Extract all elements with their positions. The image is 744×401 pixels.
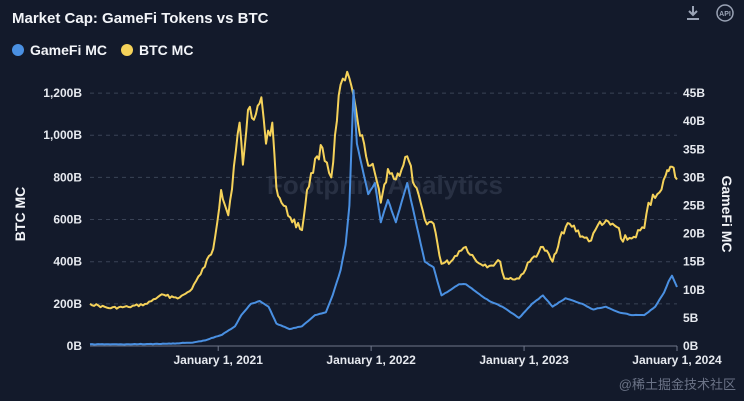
y-tick-label-right: 10B xyxy=(683,283,705,297)
y-tick-label-right: 20B xyxy=(683,227,705,241)
y-tick-label-left: 800B xyxy=(53,170,82,184)
y-tick-label-right: 45B xyxy=(683,86,705,100)
y-tick-label-left: 0B xyxy=(67,339,83,353)
legend: GameFi MC BTC MC xyxy=(12,42,193,58)
legend-label-gamefi: GameFi MC xyxy=(30,42,108,58)
legend-item-btc[interactable]: BTC MC xyxy=(121,42,193,58)
api-icon[interactable]: API xyxy=(716,4,734,22)
y-tick-label-right: 35B xyxy=(683,142,705,156)
y-tick-label-right: 0B xyxy=(683,339,699,353)
legend-dot-btc xyxy=(121,44,134,56)
toolbar-icons: API xyxy=(684,4,734,22)
y-tick-label-right: 5B xyxy=(683,311,699,325)
y-tick-label-right: 25B xyxy=(683,198,705,212)
series-gamefi-mc xyxy=(89,89,678,346)
axes: 0B 200B 400B 600B 800B 1,000B 1,200B 0B 5B 10B 15B… xyxy=(43,86,722,367)
legend-item-gamefi[interactable]: GameFi MC xyxy=(12,42,107,58)
x-tick-label: January 1, 2023 xyxy=(479,353,569,367)
y-axis-label-left: BTC MC xyxy=(12,187,28,241)
legend-label-btc: BTC MC xyxy=(139,42,194,58)
y-tick-label-left: 400B xyxy=(53,255,82,269)
x-tick-label: January 1, 2024 xyxy=(632,353,722,367)
download-icon[interactable] xyxy=(684,4,702,22)
series-btc-mc xyxy=(89,70,678,310)
y-tick-label-left: 1,200B xyxy=(43,86,82,100)
y-tick-label-left: 1,000B xyxy=(43,128,82,142)
x-tick-label: January 1, 2022 xyxy=(326,353,416,367)
series-line xyxy=(89,70,678,310)
legend-dot-gamefi xyxy=(12,44,24,56)
gridlines xyxy=(90,92,677,347)
corner-watermark: @稀土掘金技术社区 xyxy=(618,377,736,392)
x-tick-label: January 1, 2021 xyxy=(174,353,264,367)
y-axis-label-right: GameFi MC xyxy=(719,175,735,252)
y-tick-label-right: 15B xyxy=(683,255,705,269)
svg-text:API: API xyxy=(719,11,731,18)
y-tick-label-right: 40B xyxy=(683,114,705,128)
y-tick-label-left: 200B xyxy=(53,297,82,311)
chart-title: Market Cap: GameFi Tokens vs BTC xyxy=(12,10,269,27)
y-tick-label-left: 600B xyxy=(53,213,82,227)
series-line xyxy=(89,89,678,346)
y-tick-label-right: 30B xyxy=(683,170,705,184)
